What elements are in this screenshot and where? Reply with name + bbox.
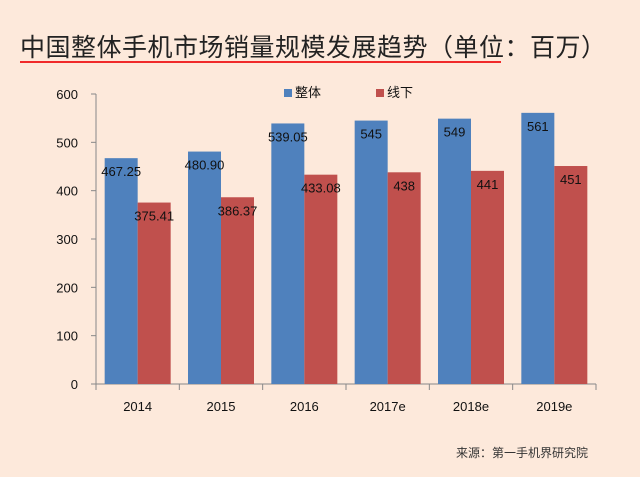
y-tick-label: 400 — [56, 184, 78, 199]
bar-offline — [554, 166, 588, 384]
data-label: 451 — [560, 172, 582, 187]
x-tick-label: 2014 — [123, 399, 152, 414]
data-label: 433.08 — [301, 181, 341, 196]
x-tick-label: 2016 — [290, 399, 319, 414]
bar-overall — [104, 158, 138, 384]
x-tick-label: 2017e — [370, 399, 406, 414]
legend-label: 线下 — [387, 85, 413, 100]
title-underline — [20, 61, 501, 63]
bar-offline — [221, 197, 254, 384]
data-label: 480.90 — [185, 158, 225, 173]
source-note: 来源：第一手机界研究院 — [456, 446, 589, 460]
data-label: 545 — [360, 127, 382, 142]
bar-offline — [137, 202, 171, 384]
y-tick-label: 100 — [56, 329, 78, 344]
bar-offline — [304, 174, 338, 384]
x-tick-label: 2018e — [453, 399, 489, 414]
y-tick-label: 200 — [56, 280, 78, 295]
bar-offline — [387, 172, 421, 384]
y-tick-label: 0 — [71, 377, 78, 392]
y-tick-label: 600 — [56, 87, 78, 102]
bar-offline — [471, 170, 504, 384]
legend-swatch — [376, 89, 384, 97]
y-tick-label: 500 — [56, 135, 78, 150]
data-label: 561 — [527, 119, 549, 134]
data-label: 441 — [477, 177, 499, 192]
bar-overall — [271, 123, 305, 384]
legend-swatch — [284, 89, 292, 97]
bar-overall — [354, 120, 388, 384]
data-label: 467.25 — [101, 164, 141, 179]
bar-overall — [188, 151, 221, 384]
data-label: 386.37 — [218, 203, 258, 218]
legend-label: 整体 — [295, 85, 321, 100]
data-label: 375.41 — [134, 209, 174, 224]
page-title: 中国整体手机市场销量规模发展趋势（单位：百万） — [20, 33, 607, 62]
bar-overall — [438, 118, 471, 385]
x-tick-label: 2015 — [207, 399, 236, 414]
data-label: 438 — [393, 178, 415, 193]
x-tick-label: 2019e — [536, 399, 572, 414]
data-label: 539.05 — [268, 129, 308, 144]
y-tick-label: 300 — [56, 232, 78, 247]
data-label: 549 — [444, 125, 466, 140]
bar-overall — [521, 112, 555, 384]
